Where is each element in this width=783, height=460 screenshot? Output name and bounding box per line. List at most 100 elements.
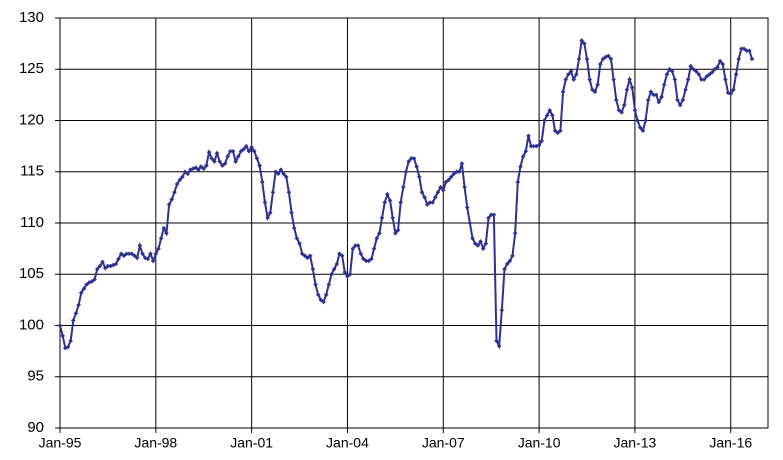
data-point (307, 253, 313, 259)
data-point (467, 220, 473, 226)
data-point (699, 77, 704, 82)
data-point (736, 56, 742, 62)
data-point (358, 251, 364, 257)
data-point (270, 189, 276, 195)
data-point (659, 94, 664, 100)
data-point (720, 61, 726, 67)
data-point (57, 323, 63, 328)
data-point (629, 85, 635, 90)
data-point (321, 299, 326, 305)
data-point (185, 171, 191, 177)
data-point (587, 77, 592, 82)
data-point (204, 163, 209, 168)
data-point (217, 159, 222, 164)
data-point (656, 99, 662, 105)
data-point (531, 143, 537, 149)
y-tick-label: 100 (19, 316, 44, 333)
data-point (664, 72, 670, 77)
data-point (560, 89, 566, 95)
data-point (89, 279, 95, 284)
data-point (60, 333, 65, 339)
data-point (236, 154, 241, 159)
data-point (363, 258, 369, 264)
data-point (97, 263, 103, 269)
data-point (315, 292, 321, 298)
data-point (462, 184, 467, 190)
data-point (733, 72, 739, 77)
data-point (709, 70, 715, 75)
data-point (345, 274, 350, 279)
data-point (385, 192, 390, 197)
data-point (518, 164, 523, 169)
data-point (238, 148, 244, 154)
data-point (685, 77, 691, 82)
data-point (637, 125, 643, 130)
data-point (584, 56, 590, 62)
data-point (422, 195, 427, 200)
data-point (526, 133, 531, 139)
data-point (574, 72, 579, 77)
data-point (496, 343, 502, 349)
data-point (582, 41, 587, 46)
data-point (675, 97, 680, 103)
data-point (576, 56, 582, 62)
data-point (456, 169, 462, 175)
data-point (401, 184, 406, 190)
data-point (347, 271, 353, 277)
data-point (297, 241, 302, 246)
data-point (246, 148, 252, 154)
data-point (464, 205, 470, 210)
data-point (425, 202, 430, 207)
data-point (369, 256, 374, 262)
data-point (305, 255, 310, 261)
data-point (220, 163, 225, 168)
data-point (244, 143, 249, 149)
data-point (608, 56, 614, 62)
data-point (635, 118, 640, 123)
data-point (483, 241, 489, 246)
data-point (148, 251, 153, 257)
data-point (267, 210, 273, 216)
data-point (504, 261, 510, 267)
data-point (579, 38, 584, 43)
data-point (196, 167, 201, 172)
data-point (201, 166, 207, 171)
data-point (728, 91, 734, 97)
data-point (427, 200, 433, 205)
data-point (606, 53, 611, 59)
data-point (262, 200, 268, 205)
data-point (342, 269, 348, 275)
data-point (651, 92, 656, 98)
data-point (624, 87, 630, 93)
data-point (459, 161, 465, 166)
data-point (448, 174, 454, 180)
data-point (667, 66, 672, 72)
data-point (747, 48, 752, 54)
data-point (555, 130, 561, 136)
data-point (672, 77, 678, 82)
data-point (704, 74, 710, 79)
data-point (677, 102, 683, 108)
data-point (552, 128, 558, 134)
data-point (180, 174, 185, 180)
data-point (339, 253, 345, 259)
data-point (323, 292, 329, 298)
data-point (198, 164, 204, 169)
data-point (78, 290, 84, 295)
data-point (558, 128, 563, 134)
y-tick-label: 115 (20, 163, 44, 180)
data-point (502, 266, 507, 272)
data-point (156, 246, 161, 251)
data-point (744, 48, 750, 54)
data-point (512, 230, 518, 236)
series-line (59, 38, 753, 350)
data-point (174, 181, 180, 187)
data-point (169, 197, 175, 202)
data-point (446, 177, 451, 183)
data-point (435, 189, 441, 195)
data-point (273, 169, 278, 175)
data-point (145, 256, 151, 262)
data-point (648, 89, 654, 95)
data-point (741, 46, 747, 52)
data-point (361, 256, 366, 262)
